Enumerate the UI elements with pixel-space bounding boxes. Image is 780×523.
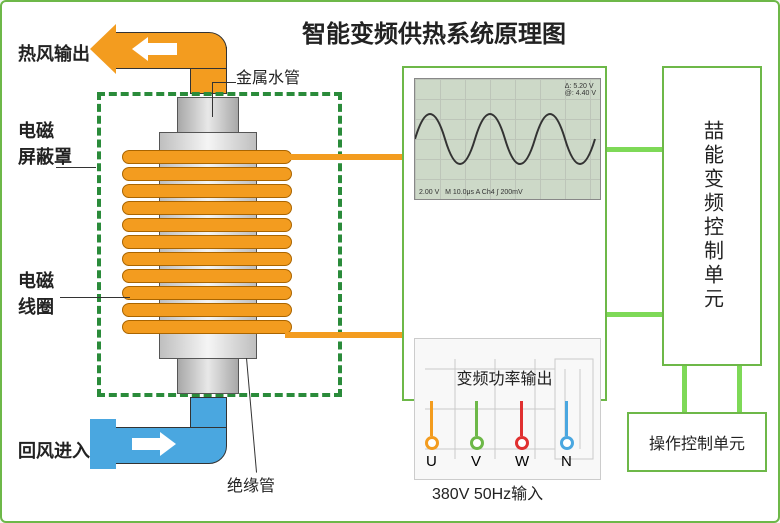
input-spec-label: 380V 50Hz输入 [432, 480, 543, 504]
operation-unit-label: 操作控制单元 [649, 430, 745, 454]
shield-label: 电磁 屏蔽罩 [18, 117, 72, 169]
link-ctrl-op-2 [737, 366, 742, 412]
hot-pipe-arrowhead [90, 24, 116, 74]
oscilloscope-image: Δ: 5.20 V@: 4.40 V 2.00 V M 10.0μs A Ch4… [414, 78, 601, 200]
return-in-label: 回风进入 [18, 437, 90, 463]
hot-arrow-head [132, 37, 148, 61]
hot-arrow-body [147, 43, 177, 55]
diagram-canvas: 智能变频供热系统原理图 热风输出 回风进入 电磁 屏蔽罩 电磁 线圈 [0, 0, 780, 523]
schematic-image [414, 338, 601, 480]
coil-lead-bottom [285, 332, 402, 338]
coil-leader [60, 297, 130, 298]
control-unit-box: 喆能变频控制单元 [662, 66, 762, 366]
hot-out-label: 热风输出 [18, 40, 90, 66]
inverter-out-label: 变频功率输出 [404, 365, 605, 389]
coil-label: 电磁 线圈 [18, 267, 54, 319]
return-pipe-end [90, 419, 116, 469]
metal-pipe-label: 金属水管 [236, 64, 300, 88]
link-top [607, 147, 662, 152]
return-arrow-body [132, 438, 162, 450]
inverter-box: Δ: 5.20 V@: 4.40 V 2.00 V M 10.0μs A Ch4… [402, 66, 607, 401]
diagram-title: 智能变频供热系统原理图 [302, 14, 566, 49]
shield-leader [56, 167, 96, 168]
link-bottom [607, 312, 662, 317]
link-ctrl-op-1 [682, 366, 687, 412]
coil-lead-top [285, 154, 402, 160]
control-unit-label: 喆能变频控制单元 [698, 120, 727, 312]
return-arrow-head [160, 432, 176, 456]
metal-pipe-leader-v [212, 82, 213, 117]
operation-unit-box: 操作控制单元 [627, 412, 767, 472]
insulation-label: 绝缘管 [227, 472, 275, 496]
metal-pipe-leader-h [212, 82, 236, 83]
